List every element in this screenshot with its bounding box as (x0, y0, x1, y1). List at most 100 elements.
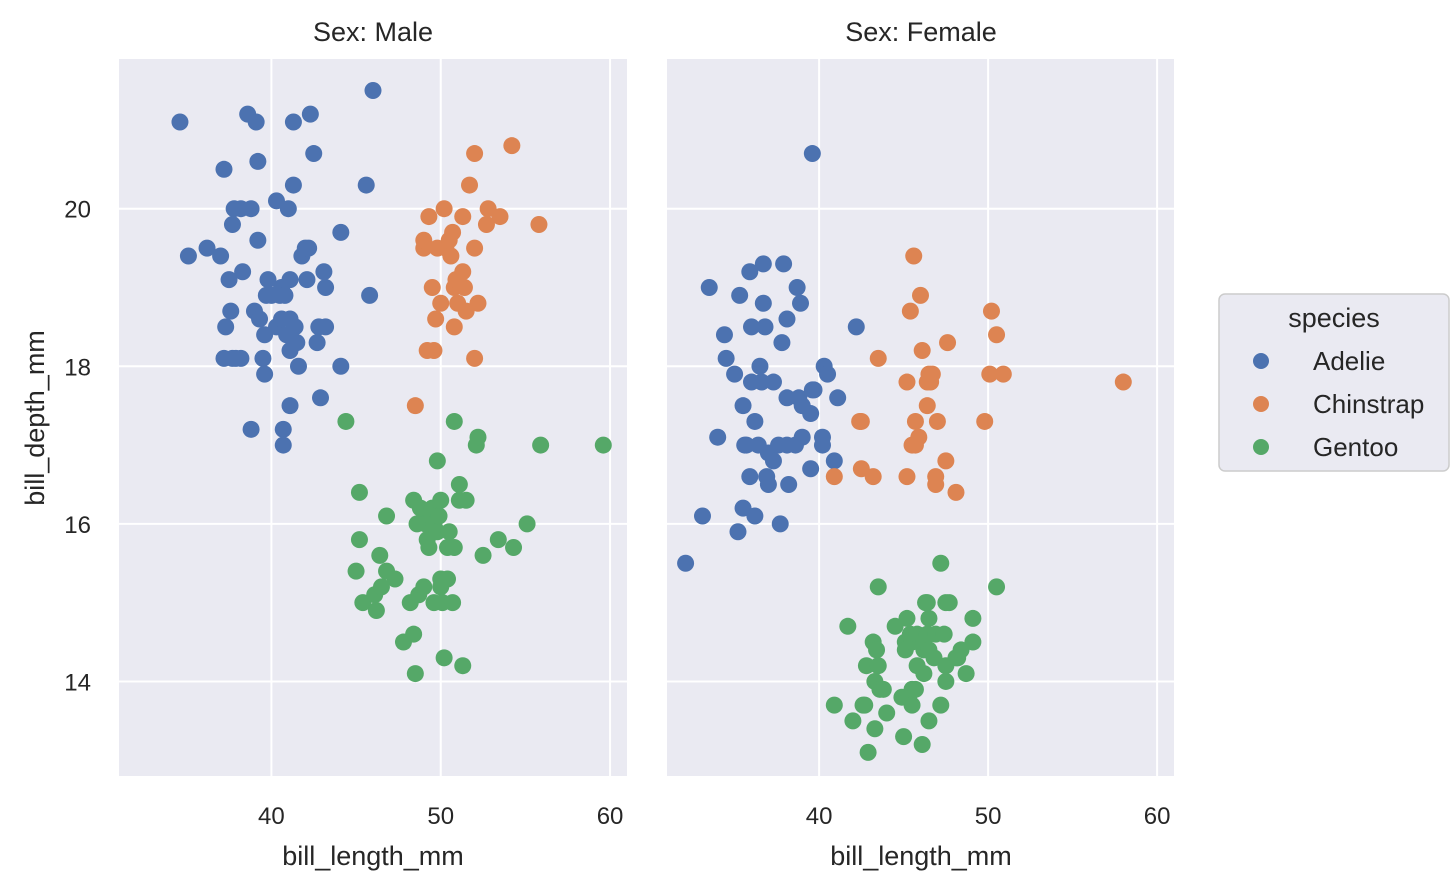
scatter-point-adelie (220, 271, 238, 289)
scatter-point-gentoo (372, 578, 390, 596)
legend-label-chinstrap: Chinstrap (1313, 389, 1424, 419)
scatter-point-adelie (778, 389, 796, 407)
scatter-point-gentoo (347, 562, 365, 580)
scatter-point-adelie (775, 255, 793, 273)
scatter-point-chinstrap (898, 373, 916, 391)
scatter-point-chinstrap (982, 302, 1000, 320)
scatter-point-gentoo (405, 625, 423, 643)
scatter-point-chinstrap (923, 365, 941, 383)
scatter-point-chinstrap (927, 475, 945, 493)
scatter-point-gentoo (918, 594, 936, 612)
scatter-point-chinstrap (988, 326, 1006, 344)
scatter-point-adelie (281, 271, 299, 289)
scatter-point-adelie (829, 389, 847, 407)
scatter-point-adelie (700, 278, 718, 296)
scatter-point-gentoo (371, 546, 389, 564)
scatter-point-gentoo (859, 743, 877, 761)
scatter-point-chinstrap (466, 239, 484, 257)
scatter-point-adelie (284, 113, 302, 131)
scatter-point-chinstrap (415, 231, 433, 249)
scatter-point-adelie (232, 349, 250, 367)
scatter-point-adelie (726, 365, 744, 383)
scatter-point-adelie (780, 475, 798, 493)
grid-lines (119, 59, 627, 776)
scatter-point-adelie (242, 200, 260, 218)
scatter-point-chinstrap (432, 294, 450, 312)
scatter-point-adelie (746, 507, 764, 525)
scatter-point-adelie (764, 452, 782, 470)
y-axis-label: bill_depth_mm (20, 330, 50, 506)
scatter-point-gentoo (856, 696, 874, 714)
scatter-point-adelie (756, 318, 774, 336)
scatter-point-adelie (171, 113, 189, 131)
scatter-point-adelie (222, 302, 240, 320)
scatter-point-gentoo (869, 578, 887, 596)
scatter-point-adelie (717, 349, 735, 367)
panel-title: Sex: Female (845, 17, 997, 47)
scatter-point-chinstrap (530, 215, 548, 233)
scatter-point-chinstrap (912, 286, 929, 304)
scatter-point-adelie (771, 515, 789, 533)
scatter-point-adelie (289, 357, 307, 375)
scatter-point-adelie (281, 397, 299, 415)
scatter-point-adelie (819, 365, 837, 383)
scatter-point-gentoo (350, 531, 368, 549)
scatter-point-adelie (259, 271, 277, 289)
scatter-point-gentoo (920, 609, 938, 627)
legend-label-adelie: Adelie (1313, 346, 1385, 376)
scatter-point-gentoo (505, 539, 523, 557)
scatter-points (171, 82, 612, 683)
scatter-point-gentoo (964, 609, 982, 627)
scatter-point-chinstrap (455, 278, 473, 296)
scatter-point-adelie (305, 145, 323, 163)
scatter-point-gentoo (367, 602, 385, 620)
scatter-point-chinstrap (454, 208, 472, 226)
scatter-point-adelie (179, 247, 197, 265)
y-tick-label: 16 (64, 512, 91, 539)
scatter-point-gentoo (937, 672, 955, 690)
scatter-point-adelie (212, 247, 230, 265)
scatter-point-adelie (298, 271, 316, 289)
scatter-point-adelie (300, 239, 318, 257)
scatter-point-adelie (792, 294, 810, 312)
scatter-point-chinstrap (947, 483, 965, 501)
panel-background (119, 59, 627, 776)
scatter-point-adelie (741, 263, 759, 281)
scatter-point-chinstrap (852, 412, 870, 430)
scatter-point-chinstrap (905, 247, 923, 265)
panel-male: Sex: Male 40 50 60 14 16 18 20 bill_length_mm (64, 17, 627, 871)
scatter-point-gentoo (428, 452, 446, 470)
scatter-point-gentoo (932, 554, 950, 572)
x-tick-label: 60 (1144, 803, 1171, 830)
scatter-point-adelie (361, 286, 379, 304)
scatter-point-adelie (279, 200, 297, 218)
scatter-point-adelie (249, 231, 267, 249)
scatter-point-adelie (357, 176, 375, 194)
scatter-point-gentoo (920, 712, 938, 730)
scatter-point-chinstrap (869, 349, 887, 367)
scatter-point-chinstrap (981, 365, 999, 383)
scatter-point-gentoo (825, 696, 843, 714)
scatter-point-adelie (256, 365, 274, 383)
scatter-point-gentoo (964, 633, 982, 651)
scatter-point-adelie (308, 334, 326, 352)
scatter-point-chinstrap (825, 468, 843, 486)
scatter-point-gentoo (866, 720, 884, 738)
scatter-point-adelie (247, 113, 265, 131)
scatter-point-gentoo (428, 523, 446, 541)
scatter-point-adelie (803, 145, 821, 163)
scatter-point-adelie (805, 381, 823, 399)
y-tick-labels: 14 16 18 20 (64, 197, 91, 697)
x-axis-label: bill_length_mm (830, 841, 1012, 871)
scatter-point-chinstrap (503, 137, 521, 155)
scatter-point-gentoo (378, 507, 396, 525)
scatter-point-chinstrap (864, 468, 882, 486)
x-tick-label: 40 (806, 803, 833, 830)
scatter-point-chinstrap (420, 208, 438, 226)
scatter-point-gentoo (454, 657, 472, 675)
scatter-point-adelie (773, 334, 791, 352)
x-tick-labels: 40 50 60 (258, 803, 623, 830)
scatter-point-chinstrap (994, 365, 1012, 383)
scatter-point-gentoo (915, 665, 933, 683)
scatter-point-adelie (741, 468, 759, 486)
